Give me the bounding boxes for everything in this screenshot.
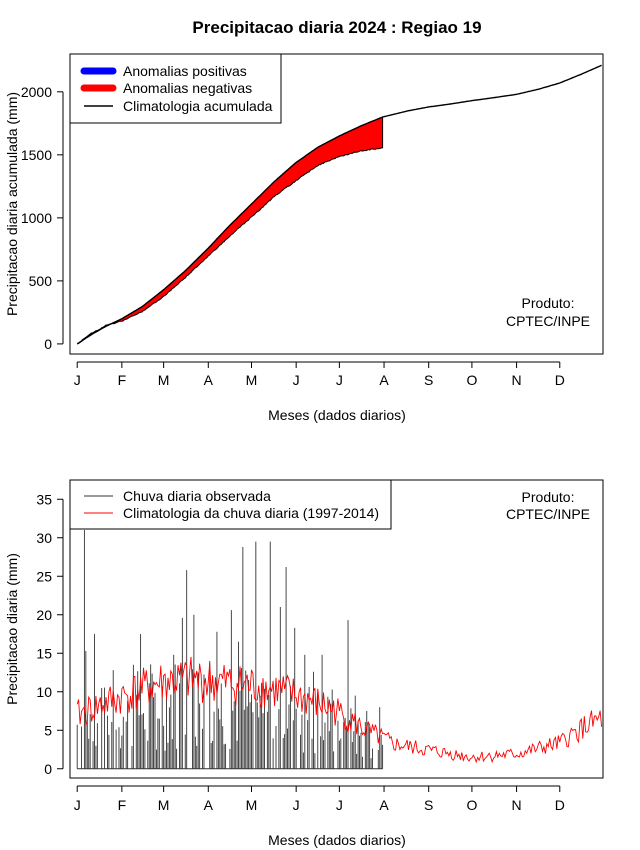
negative-anomaly-area (77, 117, 383, 344)
x-tick-label: A (379, 372, 389, 388)
x-tick-label: O (466, 797, 477, 813)
y-tick-label: 0 (44, 336, 52, 352)
daily-chart: 0 5 10 15 20 25 30 35 J F M A M J J A S O N D Precipitacao… (4, 479, 604, 848)
accumulated-credit-line1: Produto: (522, 295, 575, 311)
y-tick-label: 500 (29, 273, 53, 289)
y-tick-label: 0 (44, 761, 52, 777)
accumulated-y-label: Precipitacao diaria acumulada (mm) (4, 92, 20, 316)
x-tick-label: D (555, 372, 565, 388)
x-tick-label: A (204, 372, 214, 388)
x-tick-label: D (555, 797, 565, 813)
legend-label-daily-climatology: Climatologia da chuva diaria (1997-2014) (123, 505, 379, 521)
accumulated-legend: Anomalias positivas Anomalias negativas … (69, 53, 282, 124)
legend-label-negative: Anomalias negativas (123, 80, 252, 96)
x-tick-label: M (158, 372, 170, 388)
figure-title: Precipitacao diaria 2024 : Regiao 19 (192, 18, 481, 37)
climatology-accumulated-line (76, 64, 602, 345)
legend-label-observed: Chuva diaria observada (123, 488, 271, 504)
x-tick-label: J (336, 372, 343, 388)
x-tick-label: J (293, 372, 300, 388)
x-tick-label: J (74, 372, 81, 388)
legend-label-positive: Anomalias positivas (123, 63, 247, 79)
y-tick-label: 1000 (21, 210, 52, 226)
y-tick-label: 5 (44, 722, 52, 738)
accumulated-chart: 0 500 1000 1500 2000 J F M A M J J A S O N D Precipitac… (4, 53, 604, 423)
x-tick-label: S (424, 372, 433, 388)
accumulated-plot-frame (69, 53, 604, 355)
legend-label-climatology: Climatologia acumulada (123, 98, 273, 114)
observed-accumulated-line (77, 147, 383, 345)
x-tick-label: N (512, 372, 522, 388)
daily-credit-line1: Produto: (522, 489, 575, 505)
y-tick-label: 1500 (21, 147, 52, 163)
daily-x-label: Meses (dados diarios) (268, 832, 406, 848)
accumulated-y-axis: 0 500 1000 1500 2000 (21, 84, 64, 352)
y-tick-label: 20 (36, 607, 52, 623)
x-tick-label: A (379, 797, 389, 813)
accumulated-credit-line2: CPTEC/INPE (506, 313, 590, 329)
daily-plot-content (76, 530, 603, 770)
daily-climatology-line (76, 656, 603, 764)
accumulated-plot-content (76, 64, 602, 345)
daily-legend-box (69, 479, 392, 530)
x-tick-label: M (246, 372, 258, 388)
daily-legend: Chuva diaria observada Climatologia da c… (69, 479, 392, 530)
y-tick-label: 30 (36, 530, 52, 546)
y-tick-label: 2000 (21, 84, 52, 100)
x-tick-label: S (424, 797, 433, 813)
x-tick-label: J (336, 797, 343, 813)
x-tick-label: J (293, 797, 300, 813)
y-tick-label: 15 (36, 645, 52, 661)
x-tick-label: F (118, 797, 127, 813)
y-tick-label: 25 (36, 568, 52, 584)
y-tick-label: 10 (36, 684, 52, 700)
x-tick-label: M (246, 797, 258, 813)
x-tick-label: N (512, 797, 522, 813)
daily-y-label: Precipitacao diaria (mm) (4, 553, 20, 705)
x-tick-label: O (466, 372, 477, 388)
daily-credit-line2: CPTEC/INPE (506, 506, 590, 522)
x-tick-label: A (204, 797, 214, 813)
x-tick-label: M (158, 797, 170, 813)
accumulated-x-label: Meses (dados diarios) (268, 407, 406, 423)
x-tick-label: F (118, 372, 127, 388)
daily-y-axis: 0 5 10 15 20 25 30 35 (36, 491, 64, 777)
x-tick-label: J (74, 797, 81, 813)
y-tick-label: 35 (36, 491, 52, 507)
